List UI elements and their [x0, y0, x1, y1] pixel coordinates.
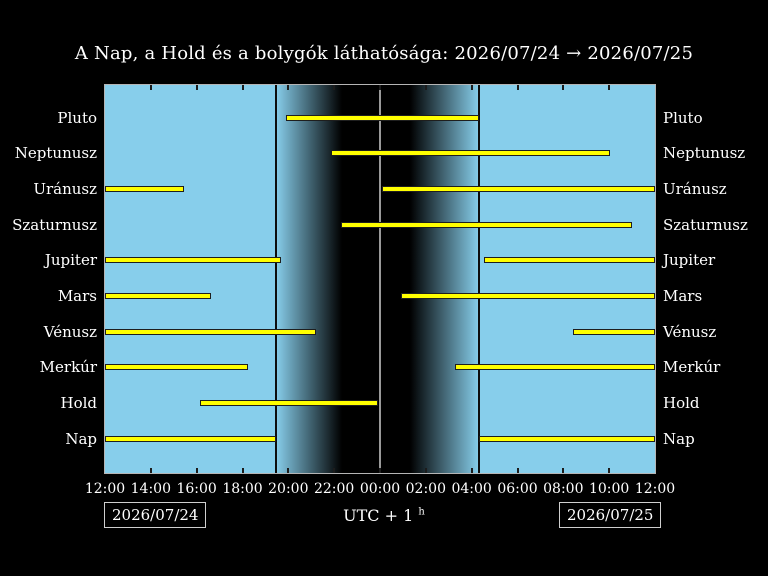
visibility-bar-jupiter — [484, 257, 655, 264]
x-tick-label: 04:00 — [451, 481, 492, 497]
midnight-line — [379, 85, 381, 473]
visibility-bar-pluto — [286, 114, 479, 121]
x-tick-label: 00:00 — [359, 481, 401, 497]
row-label-left-neptunusz: Neptunusz — [14, 144, 97, 163]
x-tick-label: 02:00 — [405, 481, 446, 497]
row-label-right-hold: Hold — [663, 394, 700, 413]
utc-superscript: h — [418, 506, 425, 518]
x-tick-label: 16:00 — [176, 481, 217, 497]
visibility-bar-jupiter — [105, 257, 281, 264]
chart-title: A Nap, a Hold és a bolygók láthatósága: … — [74, 43, 694, 64]
axis-tick-top — [424, 85, 427, 90]
x-tick-label: 08:00 — [543, 481, 584, 497]
x-tick-label: 12:00 — [84, 481, 126, 497]
axis-tick-top — [287, 85, 290, 90]
axis-tick-top — [333, 85, 336, 90]
axis-tick-top — [149, 85, 152, 90]
row-label-left-venusz: Vénusz — [43, 322, 97, 341]
axis-tick-bottom — [562, 468, 565, 473]
row-label-left-nap: Nap — [65, 429, 97, 448]
x-tick-label: 20:00 — [268, 481, 309, 497]
utc-offset-label: UTC + 1 h — [0, 506, 768, 525]
visibility-bar-uranusz — [105, 185, 185, 192]
axis-tick-top — [516, 85, 519, 90]
row-label-right-nap: Nap — [663, 429, 695, 448]
row-label-left-hold: Hold — [60, 394, 97, 413]
visibility-bar-neptunusz — [330, 150, 611, 157]
visibility-bar-nap — [479, 435, 655, 442]
visibility-bar-mars — [401, 293, 655, 299]
row-label-right-mars: Mars — [663, 287, 703, 305]
x-tick-label: 06:00 — [497, 481, 538, 497]
axis-tick-bottom — [516, 468, 519, 473]
visibility-bar-merkur — [105, 364, 248, 371]
axis-tick-bottom — [333, 468, 336, 473]
row-label-left-pluto: Pluto — [57, 108, 97, 127]
row-label-right-merkur: Merkúr — [663, 358, 721, 377]
sunrise-line — [478, 85, 480, 473]
axis-tick-top — [195, 85, 198, 90]
axis-tick-bottom — [241, 468, 244, 473]
row-label-right-venusz: Vénusz — [663, 322, 717, 341]
row-label-right-pluto: Pluto — [663, 108, 703, 127]
x-tick-label: 22:00 — [313, 481, 355, 497]
row-label-left-mars: Mars — [57, 287, 97, 305]
x-tick-label: 12:00 — [634, 481, 676, 497]
x-tick-label: 10:00 — [588, 481, 630, 497]
visibility-bar-mars — [105, 293, 212, 299]
row-label-right-uranusz: Uránusz — [663, 179, 727, 198]
visibility-bar-hold — [200, 400, 378, 407]
row-label-right-szaturnusz: Szaturnusz — [663, 215, 748, 234]
visibility-bar-venusz — [105, 328, 317, 335]
row-label-left-szaturnusz: Szaturnusz — [12, 215, 97, 234]
visibility-bar-nap — [105, 435, 276, 442]
axis-tick-top — [470, 85, 473, 90]
axis-tick-bottom — [195, 468, 198, 473]
axis-tick-bottom — [424, 468, 427, 473]
visibility-bar-uranusz — [382, 185, 655, 192]
axis-tick-top — [608, 85, 611, 90]
plot-area — [104, 84, 656, 474]
axis-tick-top — [241, 85, 244, 90]
utc-text: UTC + 1 — [343, 506, 414, 525]
axis-tick-bottom — [608, 468, 611, 473]
row-label-left-uranusz: Uránusz — [33, 179, 97, 198]
row-label-left-merkur: Merkúr — [39, 358, 97, 377]
visibility-bar-szaturnusz — [341, 221, 633, 228]
axis-tick-bottom — [287, 468, 290, 473]
row-label-left-jupiter: Jupiter — [44, 251, 97, 270]
axis-tick-top — [379, 85, 381, 90]
date-box-end: 2026/07/25 — [559, 502, 662, 528]
row-label-right-neptunusz: Neptunusz — [663, 144, 746, 163]
x-tick-label: 18:00 — [222, 481, 263, 497]
x-tick-label: 14:00 — [130, 481, 171, 497]
axis-tick-bottom — [149, 468, 152, 473]
row-label-right-jupiter: Jupiter — [663, 251, 716, 270]
axis-tick-bottom — [379, 468, 381, 473]
visibility-bar-merkur — [454, 364, 655, 371]
sunset-line — [274, 85, 277, 473]
axis-tick-top — [562, 85, 565, 90]
visibility-bar-venusz — [572, 328, 655, 335]
date-box-start: 2026/07/24 — [104, 502, 207, 528]
axis-tick-bottom — [470, 468, 473, 473]
